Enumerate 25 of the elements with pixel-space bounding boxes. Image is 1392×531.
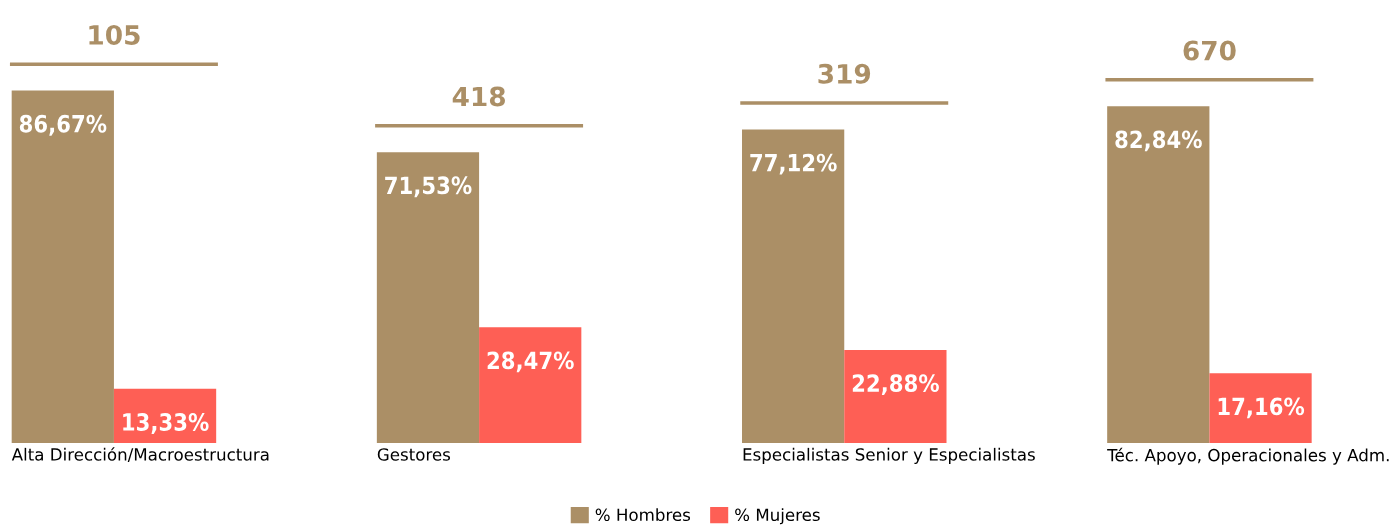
bar bbox=[376, 152, 480, 443]
text: 105 bbox=[89, 24, 140, 45]
text: 319 bbox=[818, 63, 871, 84]
bar bbox=[11, 90, 114, 443]
data-label: 13,33% bbox=[123, 413, 209, 434]
legend-label: % Hombres bbox=[595, 508, 691, 522]
x-tick-label: Téc. Apoyo, Operacionales y Adm. bbox=[1107, 447, 1389, 465]
bar bbox=[1107, 106, 1210, 443]
bar bbox=[742, 129, 845, 443]
text: 670 bbox=[1183, 40, 1236, 61]
data-label: 28,47% bbox=[487, 351, 574, 373]
data-label: 71,53% bbox=[385, 176, 472, 198]
data-label: 82,84% bbox=[1115, 130, 1202, 152]
bar bbox=[479, 327, 582, 443]
legend-label: % Mujeres bbox=[735, 508, 820, 525]
data-label: 86,67% bbox=[19, 114, 107, 136]
data-label: 22,88% bbox=[852, 374, 939, 396]
annotation: 418 bbox=[452, 86, 505, 107]
x-tick-label: Alta Dirección/Macroestructura bbox=[11, 447, 269, 463]
bar bbox=[844, 349, 947, 443]
data-label: 77,12% bbox=[750, 153, 837, 175]
bar bbox=[1209, 373, 1312, 443]
data-label: 17,16% bbox=[1218, 397, 1305, 419]
x-tick-label: Gestores bbox=[377, 448, 451, 461]
x-tick-label: Especialistas Senior y Especialistas bbox=[743, 447, 1035, 464]
